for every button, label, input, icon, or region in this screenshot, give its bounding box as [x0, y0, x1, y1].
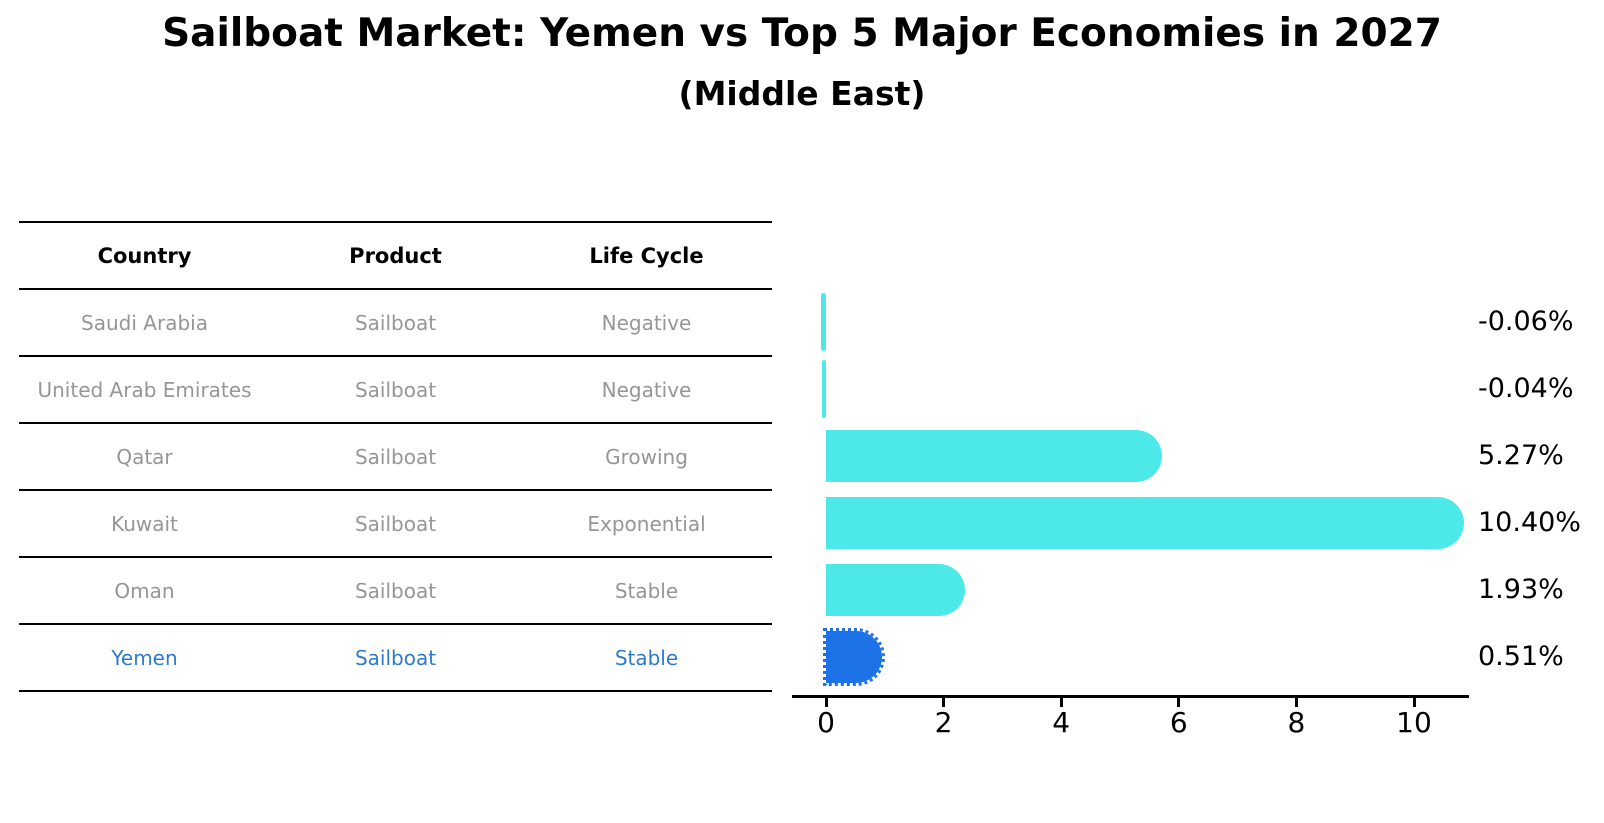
table-row-united-arab-emirates: United Arab Emirates Sailboat Negative	[19, 357, 772, 424]
x-axis-tick-label-2: 2	[934, 706, 953, 739]
value-label-saudi-arabia: -0.06%	[1478, 305, 1574, 337]
x-axis-tick-10	[1412, 695, 1416, 707]
bar-yemen	[823, 627, 885, 686]
x-axis-tick-2	[942, 695, 946, 707]
cell-life-cycle: Exponential	[587, 511, 706, 536]
cell-country: Yemen	[111, 645, 178, 670]
cell-life-cycle: Stable	[614, 578, 679, 603]
value-label-oman: 1.93%	[1478, 573, 1564, 605]
value-label-united-arab-emirates: -0.04%	[1478, 372, 1574, 404]
cell-life-cycle: Growing	[605, 444, 688, 469]
cell-life-cycle: Negative	[601, 310, 692, 335]
cell-country: Oman	[114, 578, 175, 603]
x-axis-tick-0	[824, 695, 828, 707]
value-label-kuwait: 10.40%	[1478, 506, 1581, 538]
cell-life-cycle: Negative	[601, 377, 692, 402]
table-row-qatar: Qatar Sailboat Growing	[19, 424, 772, 491]
table-row-kuwait: Kuwait Sailboat Exponential	[19, 491, 772, 558]
x-axis-tick-label-0: 0	[817, 706, 835, 739]
value-label-yemen: 0.51%	[1478, 640, 1564, 672]
cell-product: Sailboat	[354, 444, 437, 469]
x-axis-tick-label-6: 6	[1169, 706, 1188, 739]
table-header-row: Country Product Life Cycle	[19, 223, 772, 290]
x-axis-tick-label-10: 10	[1396, 706, 1432, 739]
bar-kuwait	[826, 496, 1464, 549]
country-table: Country Product Life Cycle Saudi Arabia …	[19, 221, 772, 692]
cell-country: Saudi Arabia	[81, 310, 208, 335]
cell-product: Sailboat	[354, 310, 437, 335]
table-row-yemen: Yemen Sailboat Stable	[19, 625, 772, 692]
cell-product: Sailboat	[354, 511, 437, 536]
bar-oman	[826, 563, 966, 616]
cell-product: Sailboat	[354, 377, 437, 402]
value-label-qatar: 5.27%	[1478, 439, 1564, 471]
column-header-product: Product	[349, 243, 442, 268]
cell-country: Qatar	[116, 444, 173, 469]
chart-title: Sailboat Market: Yemen vs Top 5 Major Ec…	[162, 11, 1442, 56]
table-row-oman: Oman Sailboat Stable	[19, 558, 772, 625]
bar-qatar	[826, 429, 1162, 482]
cell-product: Sailboat	[354, 578, 437, 603]
x-axis-tick-label-4: 4	[1052, 706, 1071, 739]
column-header-country: Country	[97, 243, 192, 268]
bar-united-arab-emirates	[822, 359, 826, 418]
cell-life-cycle: Stable	[614, 645, 679, 670]
x-axis-tick-8	[1294, 695, 1298, 707]
cell-country: United Arab Emirates	[37, 377, 252, 402]
x-axis-tick-4	[1059, 695, 1063, 707]
cell-product: Sailboat	[354, 645, 437, 670]
bar-saudi-arabia	[820, 292, 826, 351]
cell-country: Kuwait	[111, 511, 178, 536]
column-header-life-cycle: Life Cycle	[589, 243, 704, 268]
chart-subtitle: (Middle East)	[678, 74, 926, 113]
x-axis-tick-label-8: 8	[1287, 706, 1306, 739]
table-row-saudi-arabia: Saudi Arabia Sailboat Negative	[19, 290, 772, 357]
x-axis-tick-6	[1177, 695, 1181, 707]
x-axis-line	[792, 695, 1469, 698]
